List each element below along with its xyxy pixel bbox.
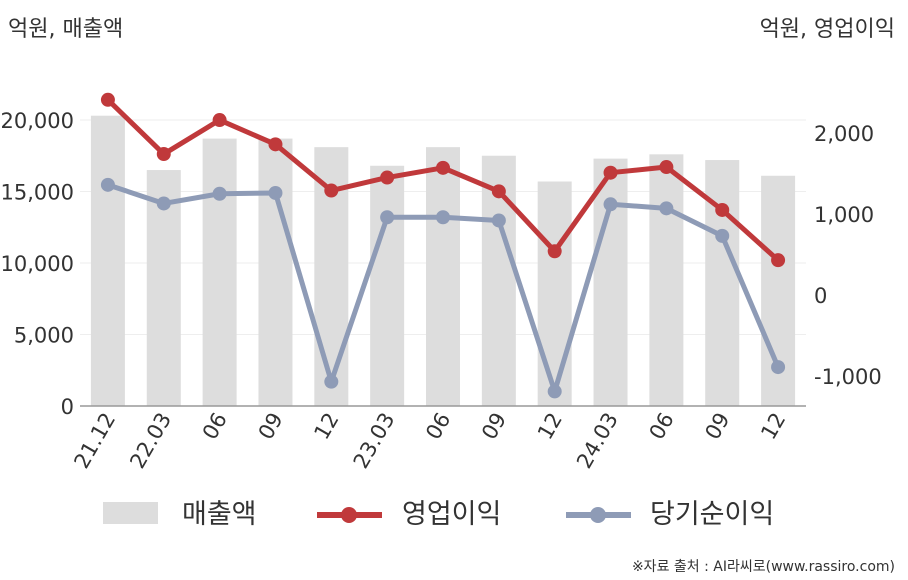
point-series-0-21.12 (100, 92, 115, 107)
lines-group (100, 92, 786, 399)
point-series-0-12 (324, 183, 339, 198)
point-series-1-06 (659, 201, 674, 216)
x-tick-label: 12 (756, 409, 790, 444)
bar-06 (202, 138, 237, 406)
left-tick-label: 5,000 (14, 324, 74, 348)
bar-06 (426, 147, 460, 407)
x-tick-label: 12 (309, 409, 343, 444)
x-tick-label: 12 (533, 409, 567, 444)
point-series-0-06 (436, 160, 450, 175)
point-series-1-22.03 (156, 196, 171, 211)
point-series-1-21.12 (100, 177, 115, 192)
right-tick-label: 1,000 (814, 203, 874, 227)
x-tick-label: 06 (645, 409, 679, 444)
point-series-0-06 (659, 160, 674, 175)
right-tick-label: 2,000 (814, 122, 874, 146)
bar-21.12 (90, 115, 125, 407)
x-tick-label: 09 (700, 409, 734, 444)
bar-09 (705, 160, 740, 406)
bar-06 (649, 154, 684, 406)
bar-23.03 (370, 165, 405, 406)
legend: 매출액 영업이익 당기순이익 (103, 499, 774, 530)
legend-marker-net-income (590, 507, 606, 523)
point-series-0-12 (771, 253, 786, 268)
legend-label-net-income: 당기순이익 (650, 499, 774, 530)
left-axis-unit: 억원, 매출액 (8, 17, 123, 42)
point-series-1-23.03 (380, 210, 395, 225)
x-tick-label: 24.03 (572, 409, 623, 473)
right-tick-label: 0 (814, 284, 827, 308)
left-tick-label: 10,000 (1, 252, 74, 276)
x-tick-label: 23.03 (349, 409, 400, 473)
legend-label-revenue: 매출액 (182, 499, 257, 530)
left-axis-ticks: 0 5,000 10,000 15,000 20,000 (1, 109, 74, 419)
point-series-1-09 (715, 228, 730, 243)
point-series-1-24.03 (603, 197, 618, 212)
legend-label-operating-income: 영업이익 (402, 499, 501, 530)
point-series-1-06 (436, 210, 450, 225)
left-tick-label: 15,000 (1, 181, 74, 205)
x-tick-label: 22.03 (125, 409, 176, 473)
legend-swatch-revenue (103, 502, 158, 524)
point-series-1-12 (547, 384, 562, 399)
right-axis-unit: 억원, 영업이익 (760, 17, 895, 42)
source-credit: ※자료 출처 : AI라씨로(www.rassiro.com) (632, 559, 895, 575)
point-series-1-12 (771, 360, 786, 375)
point-series-0-09 (715, 202, 730, 217)
point-series-1-09 (268, 185, 283, 200)
right-tick-label: -1,000 (814, 365, 882, 389)
legend-marker-operating-income (341, 507, 357, 523)
left-tick-label: 20,000 (1, 109, 74, 133)
bar-09 (258, 138, 293, 406)
left-tick-label: 0 (61, 395, 74, 419)
point-series-0-09 (491, 184, 506, 199)
x-tick-label: 09 (477, 409, 511, 444)
point-series-1-12 (324, 374, 339, 389)
point-series-0-23.03 (380, 170, 395, 185)
bar-24.03 (593, 158, 628, 406)
point-series-0-06 (212, 113, 227, 128)
x-tick-label: 21.12 (69, 409, 120, 473)
bars-group (90, 115, 796, 407)
point-series-0-12 (547, 244, 562, 259)
point-series-0-22.03 (156, 147, 171, 162)
x-axis-ticks: 21.12 22.03 06 09 12 23.03 06 09 12 24.03 06 09 12 (69, 409, 790, 473)
point-series-1-06 (212, 186, 227, 201)
x-tick-label: 06 (198, 409, 232, 444)
x-tick-label: 06 (421, 409, 455, 444)
point-series-0-24.03 (603, 165, 618, 180)
point-series-0-09 (268, 137, 283, 152)
point-series-1-09 (491, 213, 506, 228)
x-tick-label: 09 (254, 409, 288, 444)
right-axis-ticks: -1,000 0 1,000 2,000 (814, 122, 882, 389)
bar-12 (537, 181, 572, 406)
